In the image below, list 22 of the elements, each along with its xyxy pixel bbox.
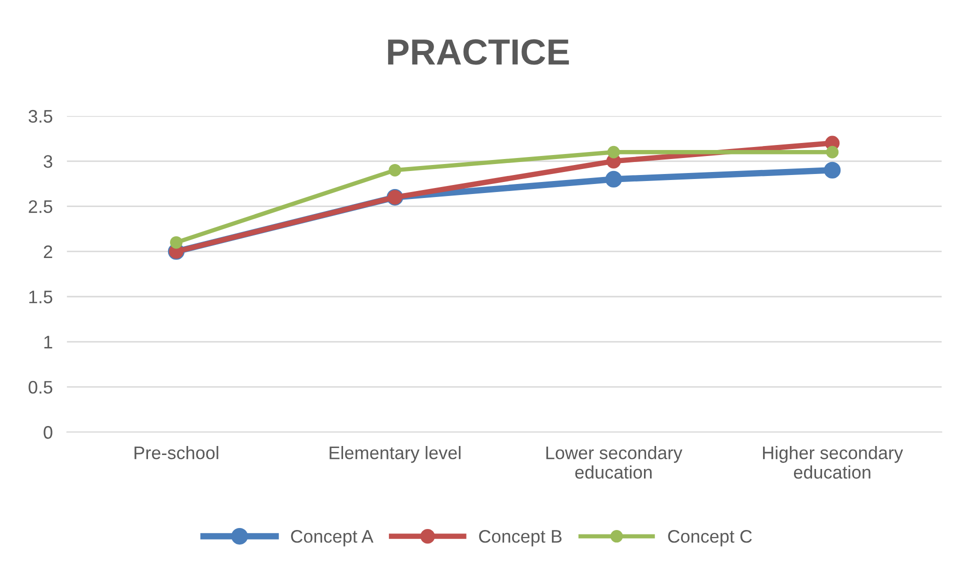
point: [605, 170, 622, 188]
point: [170, 236, 183, 249]
x-tick-label: Lower secondary education: [546, 446, 682, 479]
legend-label: Concept C: [668, 530, 752, 546]
y-tick-label: 1: [44, 336, 52, 348]
y-tick-label: 0: [44, 426, 52, 439]
y-tick-label: 3.5: [28, 110, 52, 123]
legend-label: Concept A: [291, 530, 374, 546]
x-tick-label: Higher secondary education: [763, 446, 904, 479]
x-tick-label: Pre-school: [134, 446, 218, 460]
chart-title: PRACTICE: [388, 39, 569, 65]
y-tick-label: 2.5: [28, 200, 52, 214]
y-tick-label: 2: [44, 245, 52, 258]
legend-label: Concept B: [479, 530, 562, 546]
y-tick-label: 1.5: [29, 290, 52, 304]
point: [607, 146, 620, 158]
point: [824, 162, 841, 179]
y-tick-label: 0.5: [28, 380, 52, 394]
point: [826, 146, 839, 158]
point: [388, 164, 402, 176]
x-tick-label: Elementary level: [330, 446, 460, 463]
y-tick-label: 3: [44, 155, 52, 168]
